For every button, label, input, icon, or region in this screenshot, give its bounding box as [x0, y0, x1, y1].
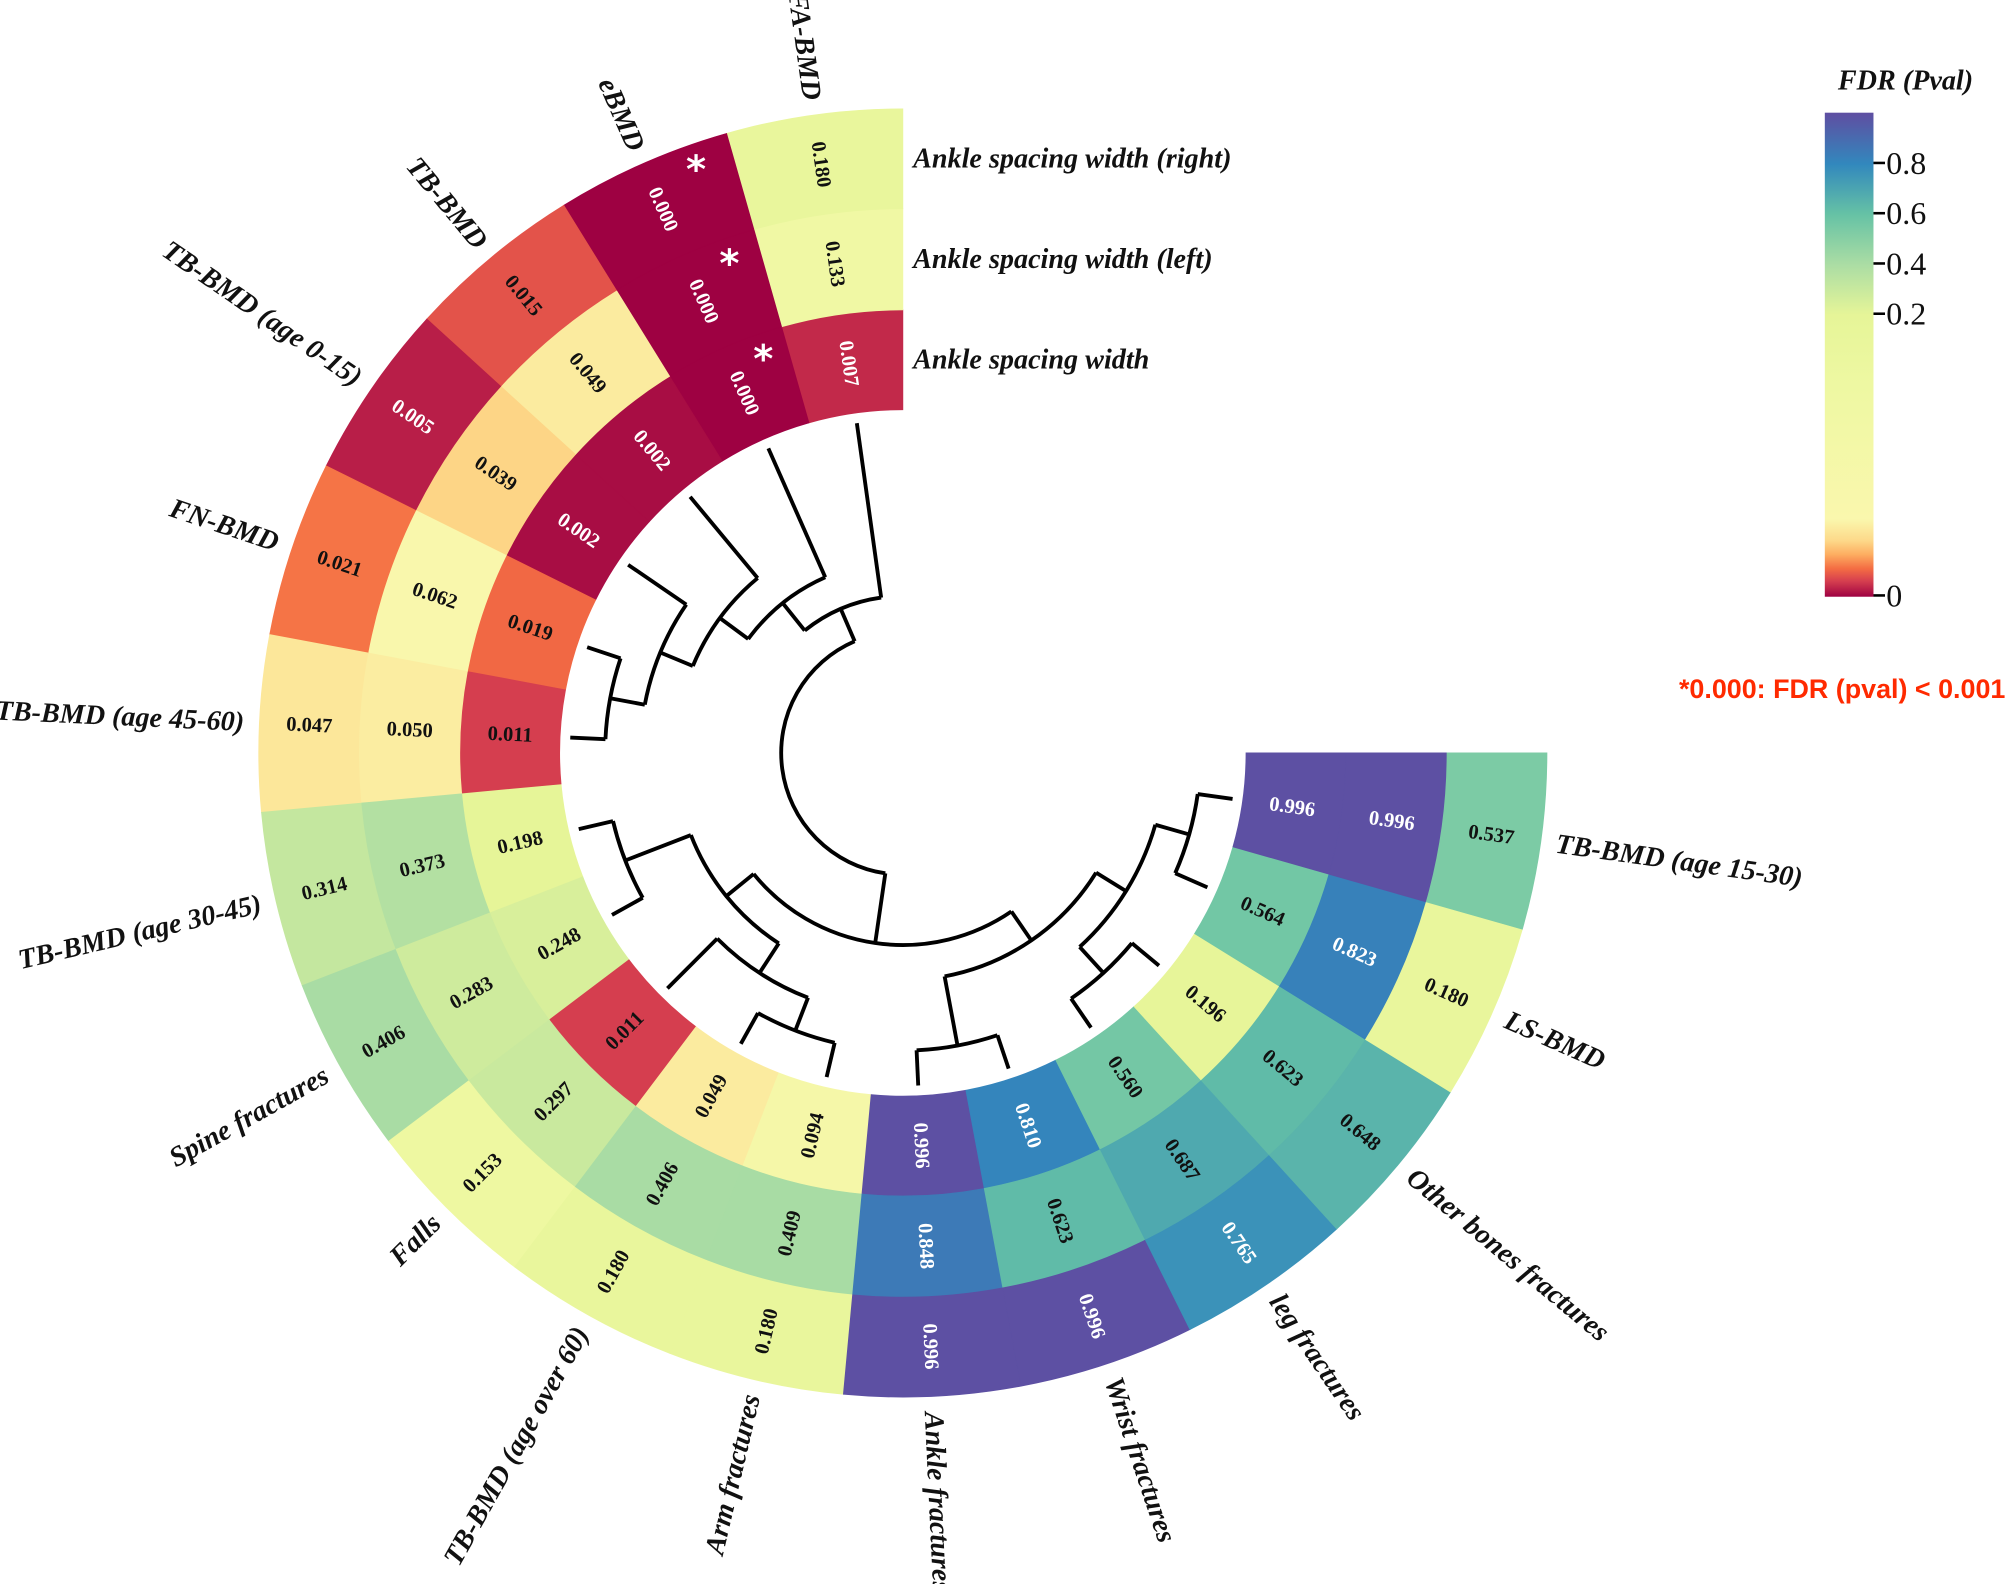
- dendrogram-branch: [611, 896, 644, 917]
- category-label: TB-BMD (age 15-30): [1554, 829, 1805, 894]
- category-label: eBMD: [591, 73, 650, 156]
- category-label: Wrist fractures: [1098, 1373, 1182, 1546]
- dendrogram-branch: [824, 1042, 837, 1078]
- dendrogram-branch: [914, 1050, 921, 1086]
- dendrogram-branch: [666, 937, 719, 990]
- colorbar-tick-label: 0.2: [1886, 296, 1926, 332]
- category-label: leg fractures: [1263, 1288, 1371, 1426]
- significance-note: *0.000: FDR (pval) < 0.001: [1679, 674, 2005, 704]
- dendrogram-branch: [627, 563, 688, 607]
- dendrogram-branch: [838, 608, 857, 642]
- dendrogram-branch: [757, 942, 781, 974]
- dendrogram-branch: [942, 976, 960, 1046]
- category-label: FA-BMD: [781, 0, 827, 102]
- cell-value-label: 0.050: [386, 718, 433, 742]
- cell-value-label: 0.011: [487, 723, 533, 747]
- dendrogram-branch: [725, 872, 755, 898]
- cell-value-label: 0.996: [909, 1122, 933, 1169]
- dendrogram-arc: [779, 639, 886, 876]
- dendrogram-branch: [854, 422, 884, 598]
- dendrogram-branch: [688, 495, 760, 580]
- dendrogram-branch: [1078, 945, 1105, 975]
- dendrogram-branch: [1174, 871, 1209, 890]
- significance-asterisk: *: [719, 242, 739, 287]
- ring-label: Ankle spacing width: [911, 344, 1149, 375]
- heatmap-cells: 0.0070.0000.0020.0020.0190.0110.1980.248…: [258, 108, 1548, 1398]
- colorbar-title: FDR (Pval): [1837, 66, 1973, 97]
- category-label: TB-BMD (age 0-15): [156, 235, 367, 393]
- dendrogram-branch: [1095, 870, 1128, 893]
- category-label: Spine fractures: [164, 1060, 334, 1174]
- cell-value-label: 0.996: [918, 1323, 942, 1370]
- category-label: Other bones fractures: [1400, 1162, 1615, 1348]
- category-label: TB-BMD (age 45-60): [0, 696, 245, 738]
- dendrogram-branch: [718, 616, 750, 641]
- category-label: FN-BMD: [165, 493, 283, 559]
- category-label: Ankle fractures: [918, 1409, 957, 1584]
- dendrogram-branch: [766, 447, 828, 579]
- dendrogram-branch: [570, 735, 606, 742]
- dendrogram-branch: [995, 1034, 1011, 1070]
- ring-labels: Ankle spacing width Ankle spacing width (…: [911, 143, 1231, 375]
- category-label: TB-BMD (age over 60): [438, 1322, 596, 1571]
- dendrogram-branch: [578, 819, 614, 832]
- dendrogram-branch: [624, 833, 692, 863]
- category-label: LS-BMD: [1499, 1005, 1610, 1077]
- dendrogram-arc: [1173, 793, 1200, 874]
- cell-value-label: 0.848: [914, 1223, 938, 1270]
- dendrogram-branch: [586, 645, 622, 661]
- dendrogram-branch: [781, 601, 807, 632]
- colorbar-gradient: [1824, 112, 1874, 597]
- colorbar-tick-label: 0: [1886, 577, 1902, 613]
- dendrogram-branch: [1197, 792, 1233, 801]
- dendrogram-branch: [1009, 910, 1033, 942]
- colorbar-tick-label: 0.8: [1886, 145, 1926, 181]
- dendrogram-arc: [944, 871, 1098, 979]
- significance-asterisk: *: [753, 337, 773, 382]
- dendrogram-branch: [609, 696, 646, 707]
- ring-label: Ankle spacing width (right): [911, 143, 1231, 174]
- category-label: Falls: [383, 1208, 448, 1273]
- colorbar-tick-label: 0.6: [1886, 195, 1926, 231]
- dendrogram-branch: [1154, 822, 1190, 837]
- dendrogram-branch: [1130, 941, 1161, 968]
- colorbar-tick-label: 0.4: [1886, 245, 1926, 281]
- dendrogram: [570, 422, 1233, 1086]
- category-label: Arm fractures: [699, 1391, 767, 1559]
- heatmap-cell: [1425, 752, 1548, 930]
- dendrogram-arc: [689, 834, 780, 945]
- category-label: TB-BMD (age 30-45): [15, 889, 264, 976]
- cell-value-label: 0.047: [286, 713, 333, 737]
- colorbar: FDR (Pval) 0 0.2 0.4 0.6 0.8: [1824, 66, 1973, 613]
- category-label: TB-BMD: [400, 151, 494, 255]
- dendrogram-branch: [873, 873, 888, 944]
- significance-asterisk: *: [686, 148, 706, 193]
- ring-label: Ankle spacing width (left): [911, 244, 1213, 275]
- dendrogram-branch: [739, 1012, 760, 1045]
- dendrogram-branch: [659, 650, 694, 668]
- dendrogram-branch: [793, 997, 810, 1032]
- dendrogram-branch: [1069, 997, 1093, 1029]
